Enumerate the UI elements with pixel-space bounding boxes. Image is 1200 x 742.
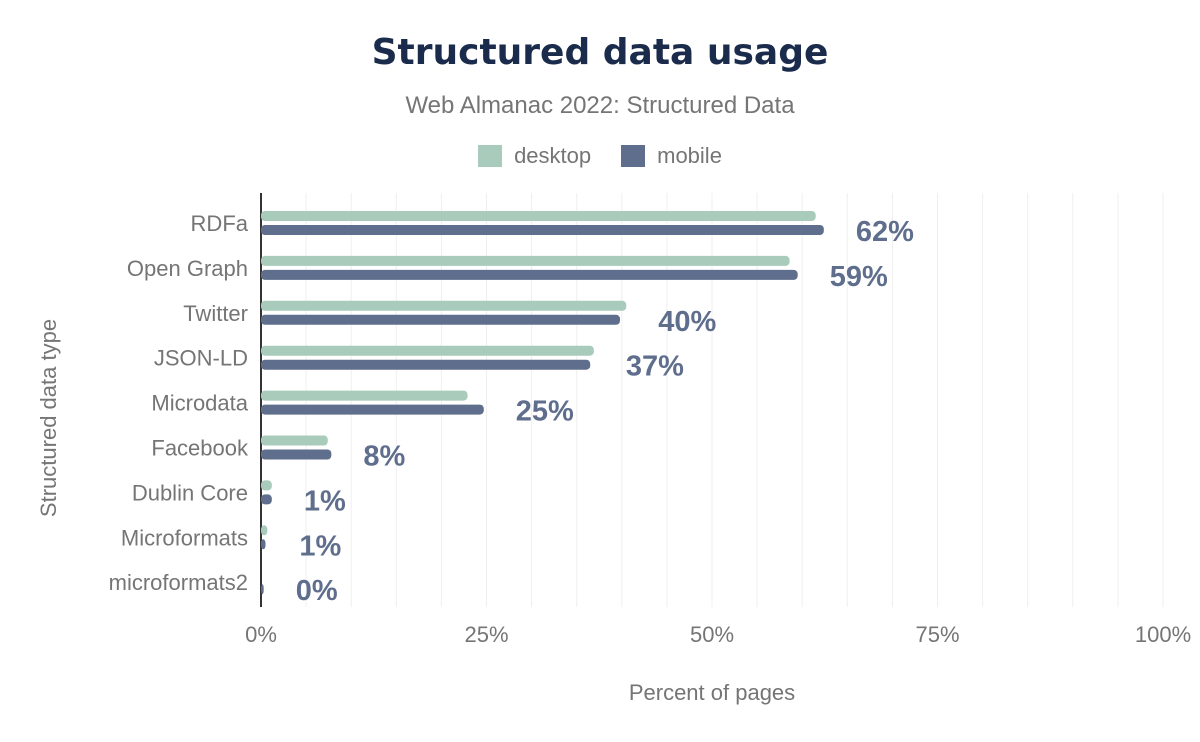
- bar-mobile: [261, 269, 798, 280]
- bar-desktop: [261, 300, 627, 311]
- legend: desktop mobile: [0, 143, 1200, 169]
- data-label: 0%: [296, 575, 338, 607]
- bar-mobile: [261, 359, 591, 370]
- bar-mobile: [261, 539, 266, 550]
- y-tick-label: Facebook: [151, 436, 249, 461]
- x-tick-label: 0%: [245, 622, 277, 647]
- legend-swatch-desktop: [478, 145, 503, 167]
- bar-desktop: [261, 435, 328, 446]
- y-tick-label: Twitter: [183, 301, 248, 326]
- data-label: 62%: [856, 216, 914, 248]
- bar-desktop: [261, 211, 816, 221]
- y-tick-label: JSON-LD: [154, 346, 248, 371]
- legend-label: mobile: [657, 143, 722, 168]
- bar-mobile: [261, 225, 824, 235]
- legend-item-desktop[interactable]: desktop: [478, 143, 591, 169]
- bar-mobile: [261, 314, 620, 325]
- data-label: 1%: [304, 485, 346, 517]
- data-label: 37%: [626, 351, 684, 383]
- data-label: 8%: [363, 441, 405, 473]
- bar-mobile: [261, 404, 484, 415]
- y-tick-label: Microformats: [121, 525, 248, 550]
- x-axis-label: Percent of pages: [629, 680, 795, 705]
- data-label: 1%: [299, 530, 341, 562]
- legend-label: desktop: [514, 143, 592, 168]
- y-tick-label: microformats2: [109, 570, 248, 595]
- x-tick-label: 100%: [1135, 622, 1191, 647]
- bar-desktop: [261, 345, 594, 356]
- bar-desktop: [261, 480, 272, 491]
- legend-item-mobile[interactable]: mobile: [621, 143, 722, 169]
- x-tick-label: 75%: [915, 622, 959, 647]
- y-tick-label: Microdata: [151, 391, 248, 416]
- bar-mobile: [261, 584, 264, 595]
- bar-desktop: [261, 255, 790, 266]
- data-label: 25%: [516, 396, 574, 428]
- data-label: 40%: [658, 306, 716, 338]
- y-tick-label: Dublin Core: [132, 480, 248, 505]
- y-tick-label: Open Graph: [127, 256, 248, 281]
- chart-subtitle: Web Almanac 2022: Structured Data: [405, 92, 795, 119]
- data-label: 59%: [830, 261, 888, 293]
- bar-desktop: [261, 390, 468, 401]
- bar-desktop: [261, 525, 268, 536]
- y-axis-label: Structured data type: [36, 319, 61, 517]
- y-tick-label: RDFa: [191, 211, 249, 236]
- chart-title: Structured data usage: [371, 32, 829, 73]
- x-tick-label: 25%: [464, 622, 508, 647]
- bar-mobile: [261, 449, 332, 460]
- legend-swatch-mobile: [621, 145, 646, 167]
- x-tick-label: 50%: [690, 622, 734, 647]
- bar-mobile: [261, 494, 272, 505]
